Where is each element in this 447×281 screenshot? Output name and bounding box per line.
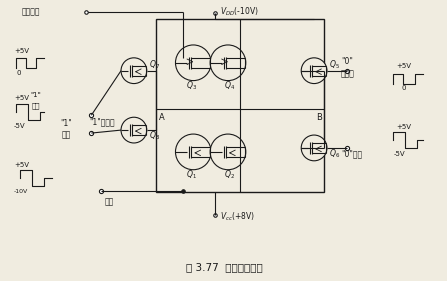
Text: $Q_5$: $Q_5$ xyxy=(329,58,340,71)
Text: $Q_1$: $Q_1$ xyxy=(186,168,197,181)
Text: +5V: +5V xyxy=(396,124,411,130)
Text: A: A xyxy=(159,113,164,122)
Text: 字线: 字线 xyxy=(104,197,114,206)
Text: 字读出线: 字读出线 xyxy=(22,8,41,17)
Text: "0"位线: "0"位线 xyxy=(341,149,362,158)
Text: $Q_2$: $Q_2$ xyxy=(224,168,236,181)
Text: 位线: 位线 xyxy=(62,131,71,140)
Bar xyxy=(156,19,324,192)
Text: B: B xyxy=(316,113,322,122)
Text: +5V: +5V xyxy=(14,162,29,168)
Text: +5V: +5V xyxy=(14,48,29,54)
Text: "1": "1" xyxy=(30,92,41,98)
Text: "1"询问线: "1"询问线 xyxy=(89,118,115,127)
Text: -5V: -5V xyxy=(393,151,405,157)
Text: -10V: -10V xyxy=(14,189,28,194)
Text: 0: 0 xyxy=(401,85,406,90)
Text: +5V: +5V xyxy=(14,96,29,101)
Text: $V_{cc}$(+8V): $V_{cc}$(+8V) xyxy=(220,211,255,223)
Circle shape xyxy=(301,58,327,83)
Text: "1": "1" xyxy=(61,119,72,128)
Text: "0": "0" xyxy=(341,57,353,66)
Circle shape xyxy=(301,135,327,161)
Text: $Q_3$: $Q_3$ xyxy=(186,79,197,92)
Circle shape xyxy=(210,45,246,81)
Circle shape xyxy=(176,45,211,81)
Text: 询问线: 询问线 xyxy=(341,69,355,78)
Circle shape xyxy=(121,58,147,83)
Circle shape xyxy=(121,117,147,143)
Text: $Q_4$: $Q_4$ xyxy=(224,79,236,92)
Circle shape xyxy=(176,134,211,170)
Text: $Q_7$: $Q_7$ xyxy=(149,58,160,71)
Circle shape xyxy=(210,134,246,170)
Text: +5V: +5V xyxy=(396,63,411,69)
Text: $V_{DD}$(-10V): $V_{DD}$(-10V) xyxy=(220,5,259,17)
Text: $Q_8$: $Q_8$ xyxy=(149,130,160,142)
Text: 0: 0 xyxy=(16,70,21,76)
Text: 图 3.77  相联存储单元: 图 3.77 相联存储单元 xyxy=(186,262,262,272)
Text: -5V: -5V xyxy=(14,123,26,129)
Text: 位线: 位线 xyxy=(32,102,40,109)
Text: $Q_6$: $Q_6$ xyxy=(329,148,340,160)
